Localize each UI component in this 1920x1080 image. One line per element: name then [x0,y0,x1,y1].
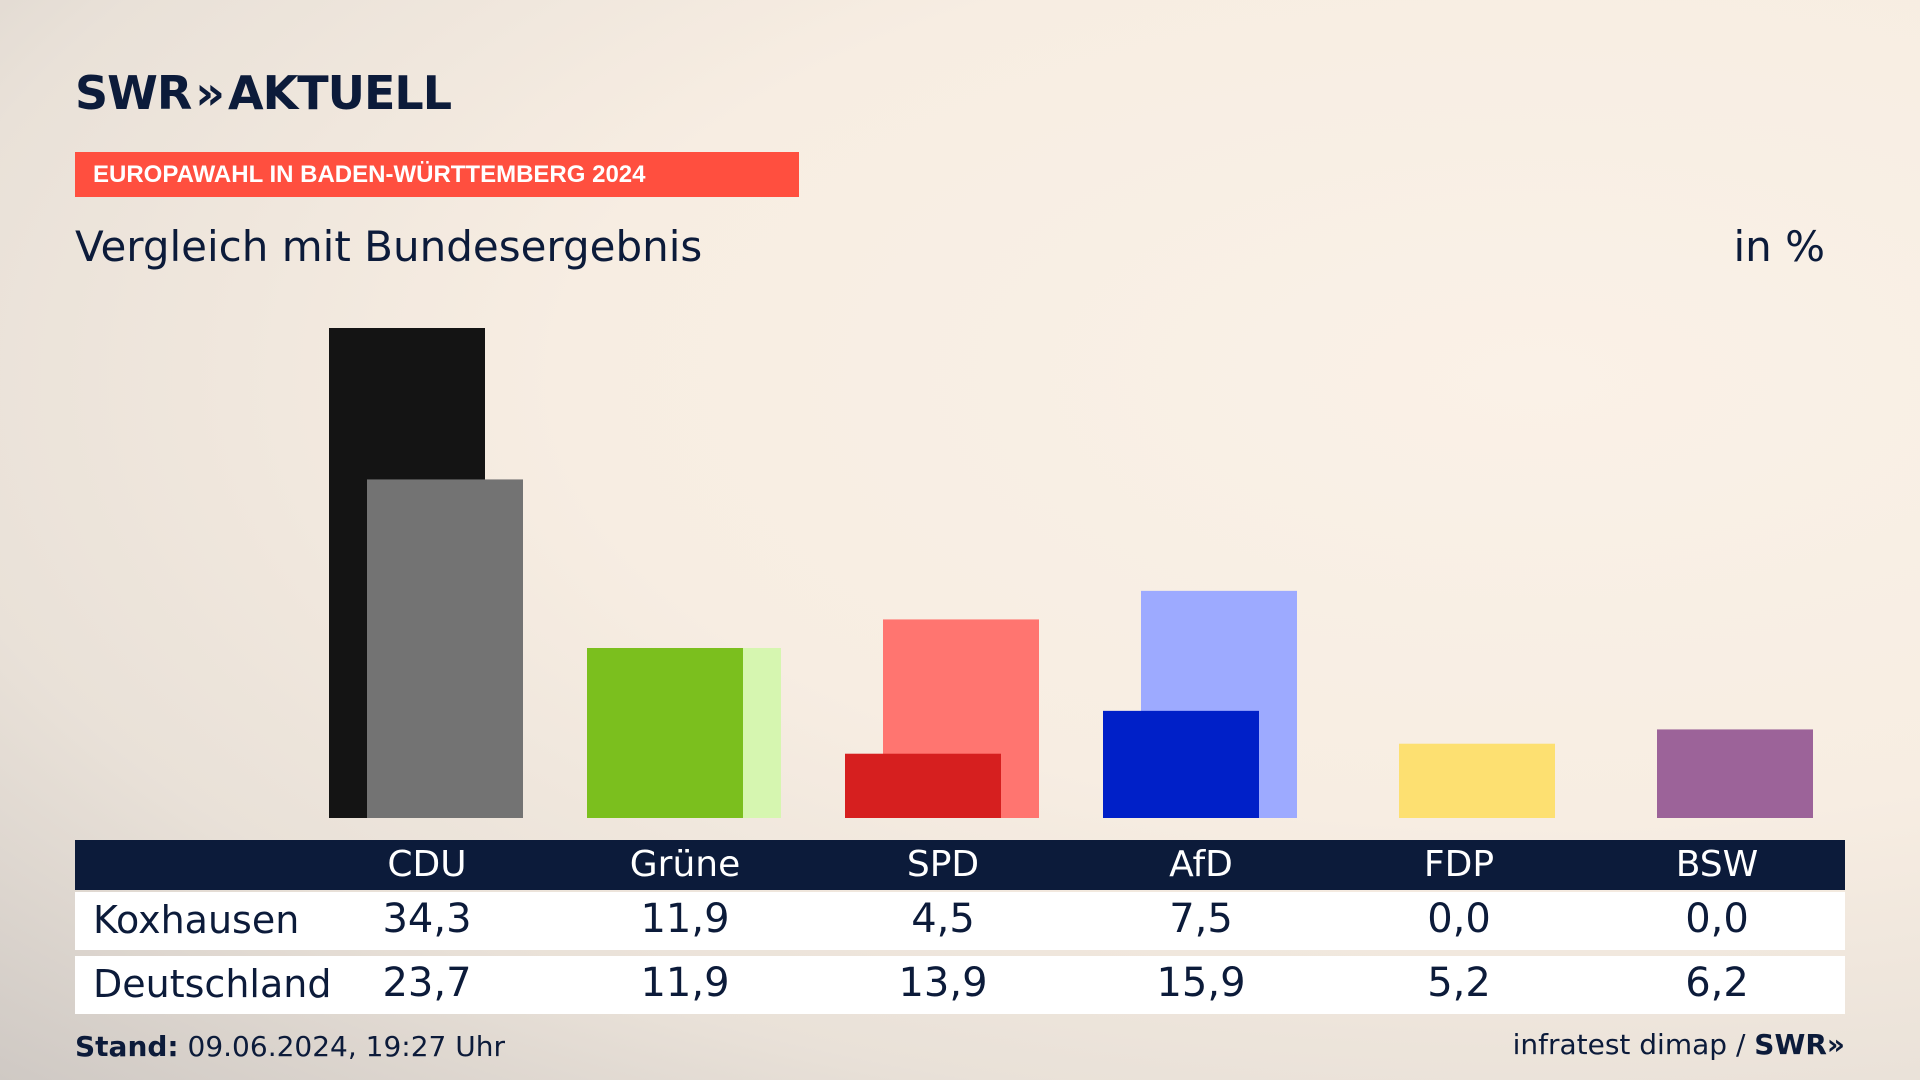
bar-koxhausen-grüne [587,648,743,818]
party-header: CDU [387,844,467,885]
logo-chevrons: » [195,66,225,120]
row-label: Koxhausen [93,898,300,942]
table-cell: 13,9 [898,960,988,1006]
bar-deutschland-bsw [1657,729,1813,818]
table-cell: 6,2 [1685,960,1749,1006]
table-cell: 7,5 [1169,896,1233,942]
timestamp: Stand: 09.06.2024, 19:27 Uhr [75,1030,505,1063]
table-cell: 15,9 [1156,960,1246,1006]
unit-label: in % [1733,222,1825,271]
party-header: AfD [1169,844,1233,885]
banner-text: EUROPAWAHL IN BADEN-WÜRTTEMBERG 2024 [93,161,646,188]
source-text: infratest dimap / [1512,1028,1746,1061]
party-header: Grüne [629,844,741,885]
party-header: SPD [906,844,980,885]
swr-aktuell-logo: SWR»AKTUELL [75,66,452,120]
table-cell: 23,7 [382,960,472,1006]
stand-value: 09.06.2024, 19:27 Uhr [187,1030,505,1063]
party-header: FDP [1423,844,1495,885]
table-cell: 0,0 [1685,896,1749,942]
party-header: BSW [1675,844,1759,885]
bar-deutschland-cdu [367,479,523,818]
table-header: CDU Grüne SPD AfD FDP BSW [75,840,1845,890]
logo-aktuell: AKTUELL [228,66,452,120]
stand-label: Stand: [75,1030,179,1063]
row-label: Deutschland [93,962,332,1006]
swr-small-logo: SWR» [1754,1028,1845,1061]
bar-deutschland-fdp [1399,743,1555,818]
table-row: Deutschland 23,7 11,9 13,9 15,9 5,2 6,2 [75,956,1845,1014]
table-cell: 4,5 [911,896,975,942]
table-cell: 34,3 [382,896,472,942]
table-cell: 5,2 [1427,960,1491,1006]
bar-koxhausen-spd [845,753,1001,818]
bar-koxhausen-afd [1103,710,1259,818]
table-cell: 0,0 [1427,896,1491,942]
table-cell: 11,9 [640,960,730,1006]
chart-subtitle: Vergleich mit Bundesergebnis [75,222,703,271]
source-credit: infratest dimap / SWR» [1513,1028,1845,1061]
table-cell: 11,9 [640,896,730,942]
table-row: Koxhausen 34,3 11,9 4,5 7,5 0,0 0,0 [75,892,1845,950]
logo-swr: SWR [75,66,192,120]
election-banner: EUROPAWAHL IN BADEN-WÜRTTEMBERG 2024 [75,152,799,197]
